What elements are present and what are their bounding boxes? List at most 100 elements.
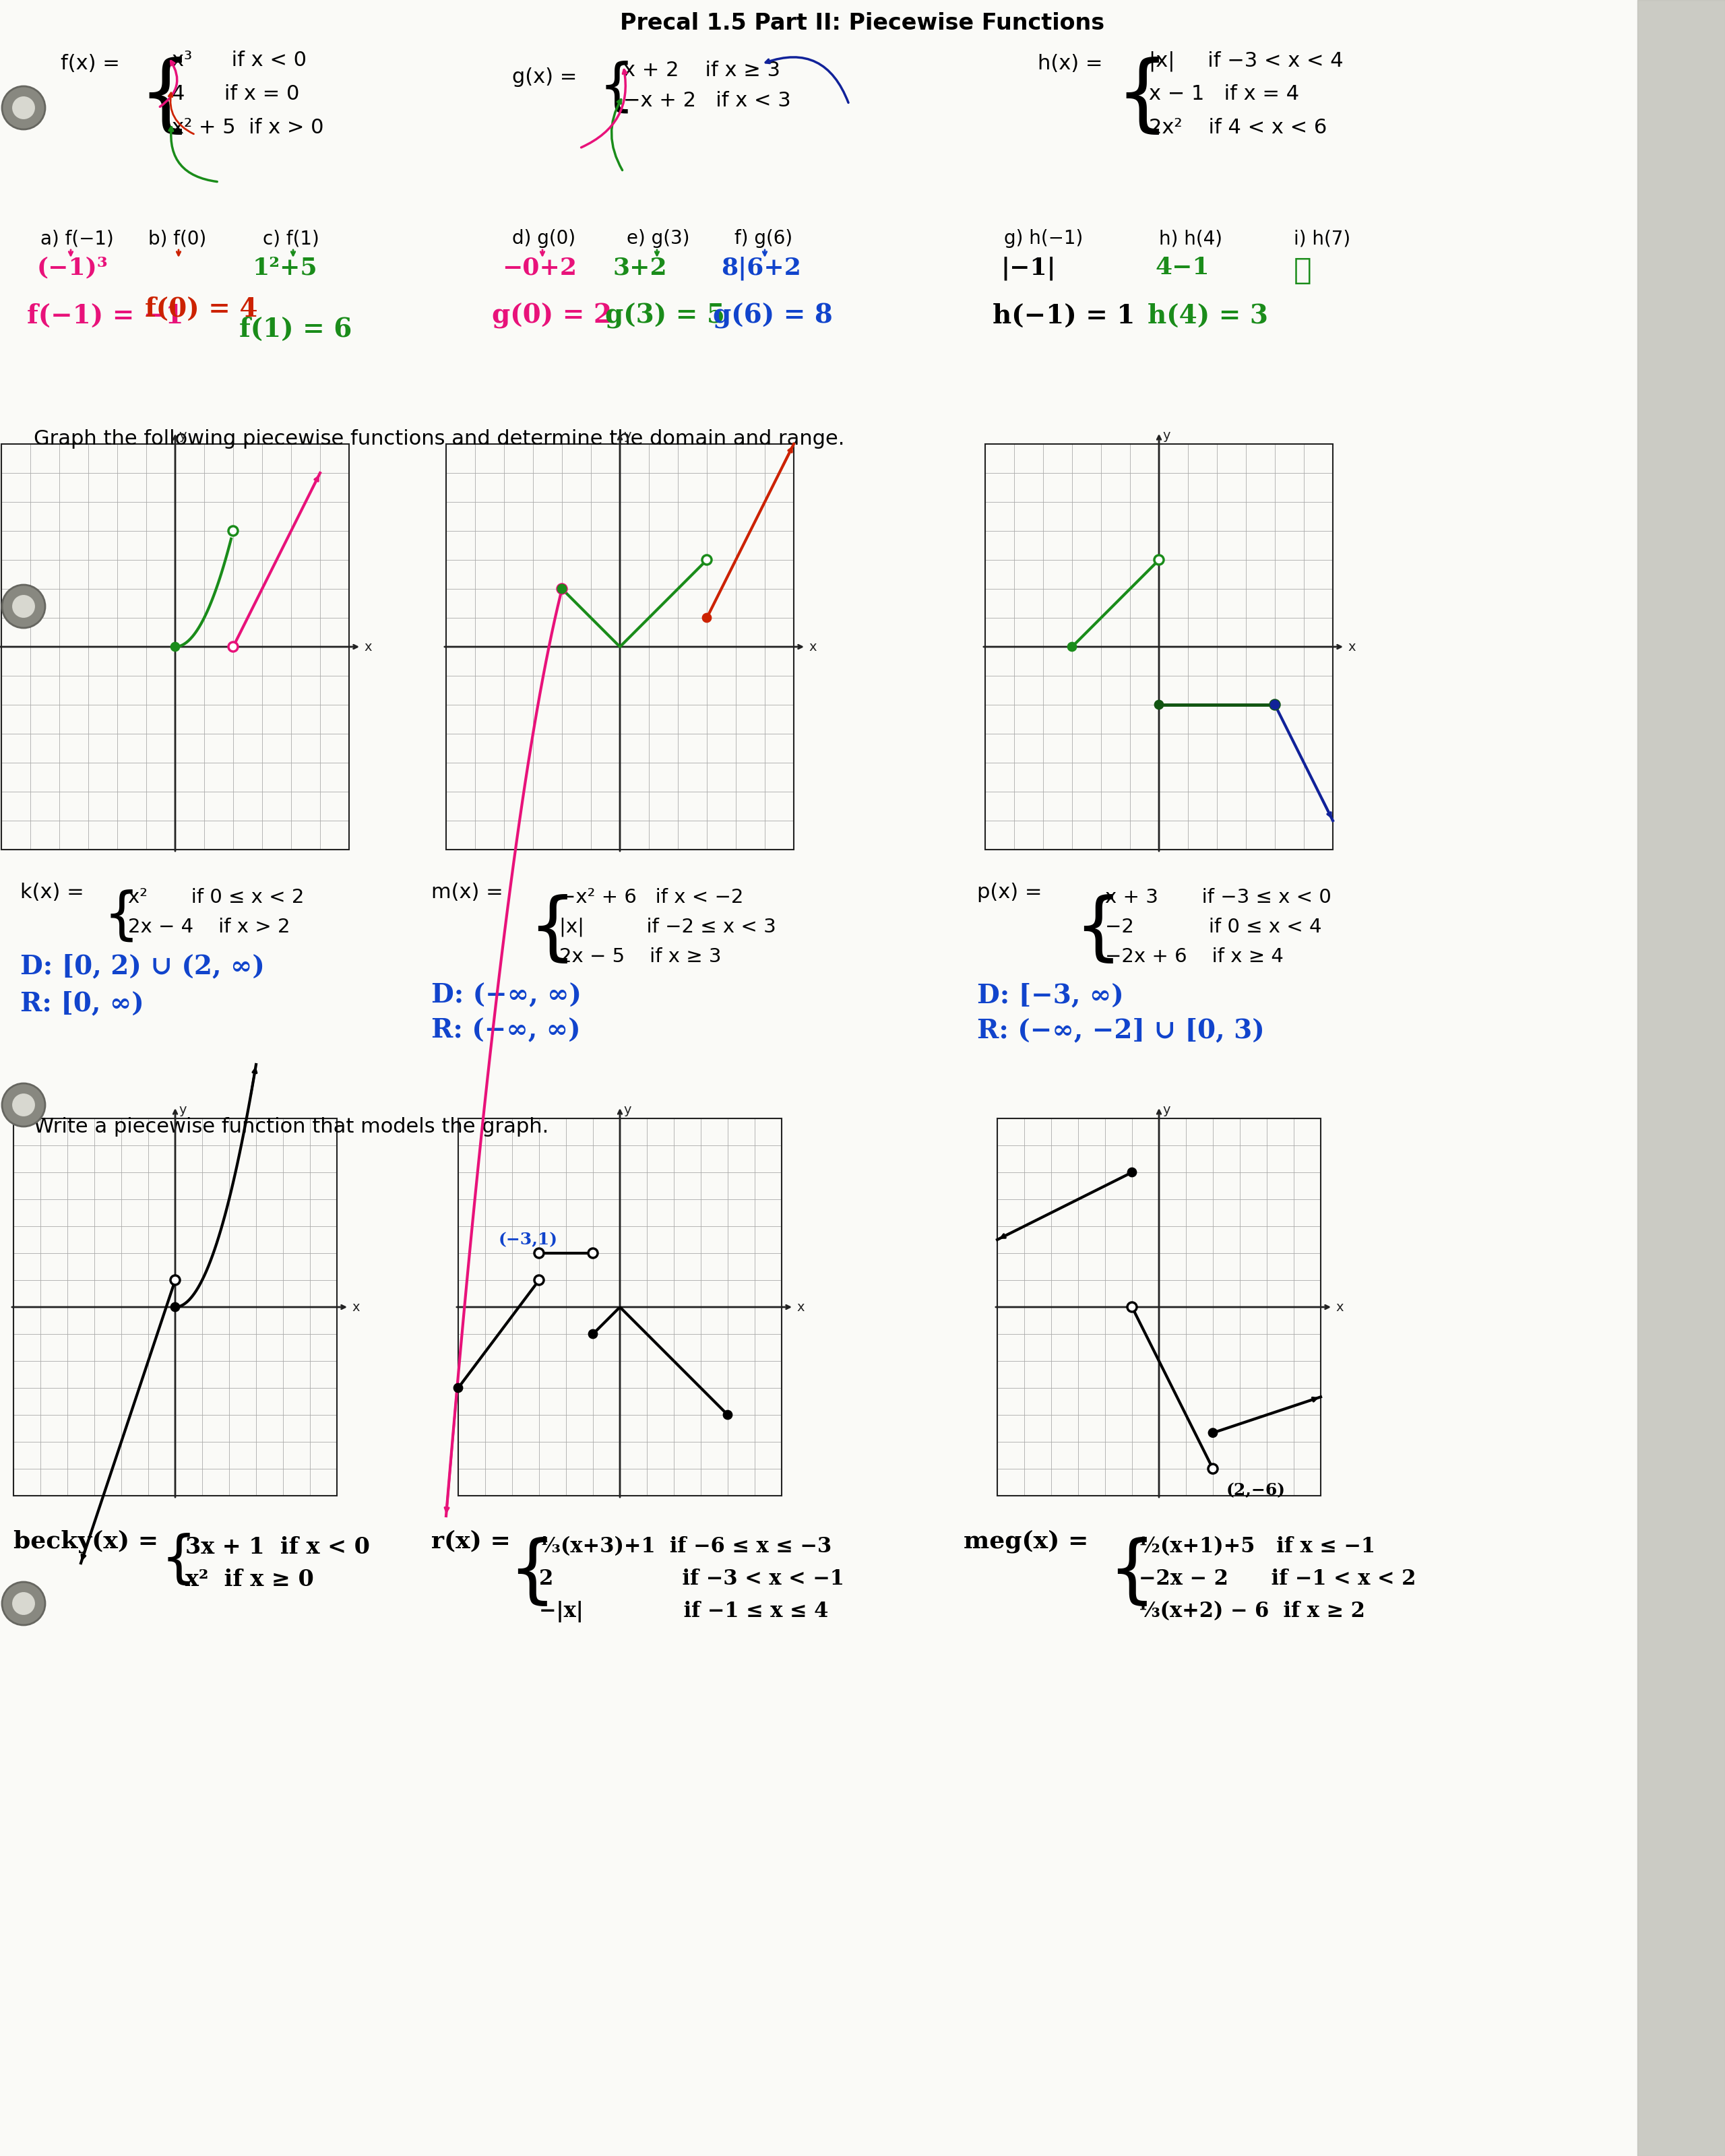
Text: ⁴⁄₃(x+3)+1  if −6 ≤ x ≤ −3: ⁴⁄₃(x+3)+1 if −6 ≤ x ≤ −3 [538,1535,831,1557]
Text: {: { [160,1533,197,1587]
Circle shape [535,1276,543,1285]
Text: x²  if x ≥ 0: x² if x ≥ 0 [185,1570,314,1591]
Text: 3+2: 3+2 [612,257,668,278]
Text: y: y [179,429,186,442]
Circle shape [557,584,566,593]
Circle shape [12,595,36,619]
Text: −|x|              if −1 ≤ x ≤ 4: −|x| if −1 ≤ x ≤ 4 [538,1600,828,1621]
Circle shape [1128,1302,1137,1311]
Text: x: x [809,640,816,653]
Text: ∅: ∅ [1294,257,1311,285]
Text: meg(x) =: meg(x) = [964,1529,1088,1552]
Text: y: y [623,429,631,442]
Circle shape [1068,642,1076,651]
Circle shape [171,1302,179,1311]
Text: x + 2    if x ≥ 3: x + 2 if x ≥ 3 [623,60,780,80]
Text: D: [−3, ∞): D: [−3, ∞) [976,983,1123,1009]
Text: Graph the following piecewise functions and determine the domain and range.: Graph the following piecewise functions … [34,429,845,448]
Text: d) g(0): d) g(0) [512,229,576,248]
Text: h(−1) = 1: h(−1) = 1 [992,304,1135,328]
Text: −x + 2   if x < 3: −x + 2 if x < 3 [623,91,790,110]
Circle shape [1154,554,1164,565]
Text: i) h(7): i) h(7) [1294,229,1351,248]
Text: D: [0, 2) ∪ (2, ∞): D: [0, 2) ∪ (2, ∞) [21,953,264,979]
Circle shape [2,1583,45,1626]
Circle shape [702,614,711,621]
Text: 1²+5: 1²+5 [252,257,317,278]
Text: 3x + 1  if x < 0: 3x + 1 if x < 0 [185,1535,369,1559]
Bar [14,1119,336,1496]
Text: R: (−∞, −2] ∪ [0, 3): R: (−∞, −2] ∪ [0, 3) [976,1018,1264,1044]
Circle shape [12,95,36,121]
Text: 2x − 4    if x > 2: 2x − 4 if x > 2 [128,918,290,936]
Text: p(x) =: p(x) = [976,882,1042,901]
Text: x + 3       if −3 ≤ x < 0: x + 3 if −3 ≤ x < 0 [1106,888,1332,908]
Circle shape [724,1410,731,1419]
Circle shape [1209,1429,1216,1436]
Circle shape [1208,1464,1218,1473]
Text: {: { [1116,56,1170,138]
Text: f(0) = 4: f(0) = 4 [145,295,257,321]
Text: −x² + 6   if x < −2: −x² + 6 if x < −2 [559,888,743,908]
Text: g(6) = 8: g(6) = 8 [712,304,833,330]
Text: (−3,1): (−3,1) [499,1231,557,1248]
Text: x − 1   if x = 4: x − 1 if x = 4 [1149,84,1299,103]
Text: c) f(1): c) f(1) [262,229,319,248]
Circle shape [2,86,45,129]
Text: 2x − 5    if x ≥ 3: 2x − 5 if x ≥ 3 [559,946,721,966]
Circle shape [1128,1169,1137,1177]
Text: R: [0, ∞): R: [0, ∞) [21,990,143,1015]
Circle shape [2,584,45,627]
Text: −2x + 6    if x ≥ 4: −2x + 6 if x ≥ 4 [1106,946,1283,966]
Text: becky(x) =: becky(x) = [14,1529,159,1552]
Bar [447,444,793,849]
Circle shape [1271,701,1278,709]
Text: y: y [179,1104,186,1117]
Text: 4−1: 4−1 [1156,257,1209,278]
Text: ½(x+1)+5   if x ≤ −1: ½(x+1)+5 if x ≤ −1 [1138,1535,1375,1557]
Circle shape [171,1276,179,1285]
Text: D: (−∞, ∞): D: (−∞, ∞) [431,983,581,1009]
Text: {: { [528,895,576,966]
Text: 4      if x = 0: 4 if x = 0 [172,84,300,103]
Text: y: y [623,1104,631,1117]
Text: −0+2: −0+2 [502,257,576,278]
Text: x²       if 0 ≤ x < 2: x² if 0 ≤ x < 2 [128,888,304,908]
Text: 2                  if −3 < x < −1: 2 if −3 < x < −1 [538,1570,844,1589]
Text: f(x) =: f(x) = [60,54,119,73]
Bar [2,444,348,849]
Text: −2            if 0 ≤ x < 4: −2 if 0 ≤ x < 4 [1106,918,1321,936]
Circle shape [1270,701,1280,709]
Circle shape [588,1248,597,1257]
Circle shape [535,1248,543,1257]
Text: r(x) =: r(x) = [431,1529,511,1552]
Circle shape [702,554,712,565]
Text: {: { [509,1537,555,1608]
Circle shape [557,584,568,593]
Text: g(x) =: g(x) = [512,67,578,86]
Text: x: x [352,1300,359,1313]
Text: {: { [599,60,635,114]
Text: R: (−∞, ∞): R: (−∞, ∞) [431,1018,581,1044]
Text: {: { [1075,895,1123,966]
Text: −2x − 2      if −1 < x < 2: −2x − 2 if −1 < x < 2 [1138,1570,1416,1589]
Text: Write a piecewise function that models the graph.: Write a piecewise function that models t… [34,1117,549,1136]
Text: g) h(−1): g) h(−1) [1004,229,1083,248]
Text: ⅓(x+2) − 6  if x ≥ 2: ⅓(x+2) − 6 if x ≥ 2 [1138,1600,1364,1621]
Text: f) g(6): f) g(6) [735,229,792,248]
Circle shape [12,1591,36,1615]
Text: h(x) =: h(x) = [1038,54,1102,73]
Text: b) f(0): b) f(0) [148,229,207,248]
Bar [985,444,1333,849]
Text: m(x) =: m(x) = [431,882,504,901]
Text: (−1)³: (−1)³ [36,257,109,278]
Circle shape [2,1082,45,1125]
Bar [459,1119,781,1496]
Text: h) h(4): h) h(4) [1159,229,1223,248]
Circle shape [228,642,238,651]
Bar [997,1119,1321,1496]
Text: 8|6+2: 8|6+2 [721,257,800,280]
Circle shape [588,1330,597,1339]
Text: x³      if x < 0: x³ if x < 0 [172,50,307,69]
Text: k(x) =: k(x) = [21,882,85,901]
